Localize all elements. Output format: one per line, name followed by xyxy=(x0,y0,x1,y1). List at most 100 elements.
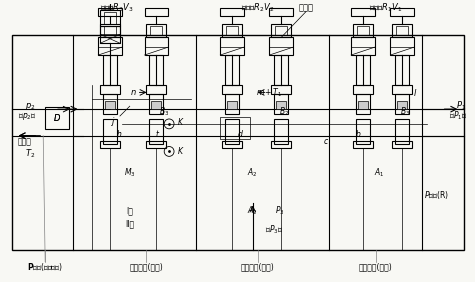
Text: $p_2$: $p_2$ xyxy=(26,101,36,112)
Bar xyxy=(357,25,369,35)
Text: 溢流阀$R_3V_3$: 溢流阀$R_3V_3$ xyxy=(100,1,134,14)
Text: $A_1$: $A_1$ xyxy=(374,167,385,179)
Text: $A_2$: $A_2$ xyxy=(247,204,258,217)
Text: $c$: $c$ xyxy=(323,137,330,146)
Bar xyxy=(222,85,242,94)
Bar xyxy=(392,23,412,37)
Text: $m+T_1$: $m+T_1$ xyxy=(256,86,283,99)
Bar xyxy=(398,101,407,109)
Bar xyxy=(100,25,120,43)
Bar xyxy=(353,141,373,149)
Bar xyxy=(100,10,120,25)
Bar xyxy=(390,8,414,16)
Text: 由$P_3$泵: 由$P_3$泵 xyxy=(266,224,284,236)
Bar xyxy=(146,141,166,149)
Bar xyxy=(225,55,239,85)
Bar xyxy=(275,94,288,114)
Bar xyxy=(276,101,286,109)
Bar xyxy=(271,141,291,149)
Bar xyxy=(146,85,166,94)
Text: $b$: $b$ xyxy=(355,128,361,139)
Text: 溢流阀$R_1V_1$: 溢流阀$R_1V_1$ xyxy=(369,1,402,14)
Text: $T_2$: $T_2$ xyxy=(26,147,36,160)
Bar xyxy=(222,141,242,149)
Text: $P_1$: $P_1$ xyxy=(456,100,466,113)
Bar xyxy=(104,25,116,35)
Bar xyxy=(103,55,117,85)
Bar xyxy=(356,55,370,85)
Text: II挡: II挡 xyxy=(125,220,134,229)
Text: $B_3$: $B_3$ xyxy=(159,106,169,118)
Bar xyxy=(105,101,115,109)
Bar xyxy=(358,101,368,109)
Text: $l$: $l$ xyxy=(413,87,417,98)
Bar xyxy=(12,35,464,250)
Bar xyxy=(98,0,122,1)
Bar xyxy=(152,101,161,109)
Text: $t$: $t$ xyxy=(155,128,160,139)
Bar xyxy=(390,37,414,55)
Bar xyxy=(271,85,291,94)
Bar xyxy=(269,8,293,16)
Text: $j$: $j$ xyxy=(112,115,117,128)
Text: $n$: $n$ xyxy=(130,88,137,97)
Bar xyxy=(104,12,116,23)
Bar xyxy=(226,25,238,35)
Text: 第三联阀(卷扬): 第三联阀(卷扬) xyxy=(130,262,163,271)
Bar xyxy=(353,23,373,37)
Bar xyxy=(397,25,408,35)
Text: 回油箱: 回油箱 xyxy=(298,3,314,12)
Text: I挡: I挡 xyxy=(126,206,133,215)
Bar xyxy=(276,25,287,35)
Text: $\mathbf{P}$壳体(用于合流): $\mathbf{P}$壳体(用于合流) xyxy=(27,261,63,272)
Bar xyxy=(150,119,163,144)
Bar xyxy=(269,37,293,55)
Text: 第二联阀(伸缩): 第二联阀(伸缩) xyxy=(241,262,275,271)
Text: $d$: $d$ xyxy=(237,128,243,139)
Bar xyxy=(392,141,412,149)
Bar xyxy=(144,8,168,16)
Text: $P$壳体(R): $P$壳体(R) xyxy=(424,189,449,201)
Bar xyxy=(103,119,117,144)
Bar xyxy=(395,119,409,144)
Text: $D$: $D$ xyxy=(53,113,61,124)
Bar xyxy=(146,23,166,37)
Bar xyxy=(227,101,237,109)
Text: $A_2$: $A_2$ xyxy=(247,167,257,179)
Text: $K$: $K$ xyxy=(177,116,185,127)
Text: 至油箱: 至油箱 xyxy=(18,137,31,146)
Bar xyxy=(220,117,250,139)
Bar xyxy=(103,94,117,114)
Bar xyxy=(275,119,288,144)
Bar xyxy=(98,8,122,16)
Text: $M_3$: $M_3$ xyxy=(124,167,135,179)
Bar xyxy=(222,23,242,37)
Bar xyxy=(225,119,239,144)
Text: 第一联　(变幅): 第一联 (变幅) xyxy=(359,262,393,271)
Bar xyxy=(220,8,244,16)
Bar xyxy=(150,94,163,114)
Text: 由$p_2$泵: 由$p_2$泵 xyxy=(18,111,36,122)
Bar xyxy=(150,55,163,85)
Bar xyxy=(45,107,69,129)
Text: $B_2$: $B_2$ xyxy=(279,106,289,118)
Bar xyxy=(220,37,244,55)
Bar xyxy=(151,25,162,35)
Bar xyxy=(100,85,120,94)
Bar xyxy=(392,85,412,94)
Bar xyxy=(353,85,373,94)
Bar xyxy=(225,94,239,114)
Bar xyxy=(271,23,291,37)
Bar xyxy=(100,23,120,37)
Bar xyxy=(275,55,288,85)
Text: $P_3$: $P_3$ xyxy=(275,204,284,217)
Bar xyxy=(356,119,370,144)
Bar xyxy=(351,37,375,55)
Bar xyxy=(351,8,375,16)
Text: 溢流阀$R_2V_2$: 溢流阀$R_2V_2$ xyxy=(241,1,275,14)
Text: $K$: $K$ xyxy=(177,145,185,156)
Bar xyxy=(144,37,168,55)
Text: $h$: $h$ xyxy=(116,128,122,139)
Text: $D$: $D$ xyxy=(53,113,61,124)
Text: $B_3$: $B_3$ xyxy=(400,106,410,118)
